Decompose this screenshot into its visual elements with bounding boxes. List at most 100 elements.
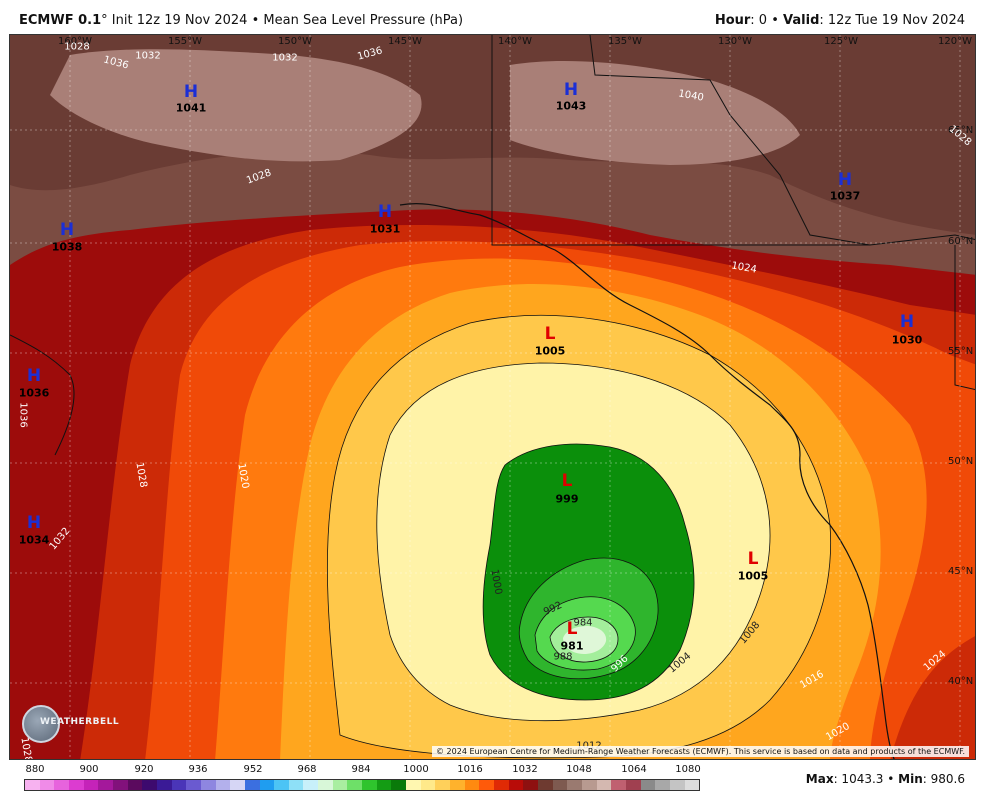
- colorbar-swatch: [581, 780, 597, 790]
- colorbar-swatch: [347, 780, 363, 790]
- lon-label-145w: 145°W: [388, 36, 422, 47]
- low-pressure-center: L: [561, 471, 573, 491]
- colorbar-swatch: [332, 780, 348, 790]
- high-pressure-center: H: [26, 366, 42, 386]
- copyright-notice: © 2024 European Centre for Medium-Range …: [432, 746, 969, 757]
- high-pressure-value: 1037: [829, 189, 861, 203]
- low-pressure-value: 1005: [534, 344, 566, 358]
- colorbar-swatch: [54, 780, 69, 790]
- colorbar-swatch: [567, 780, 582, 790]
- isobar-label: 988: [553, 651, 573, 663]
- forecast-time: Hour: 0 • Valid: 12z Tue 19 Nov 2024: [715, 13, 965, 28]
- colorbar-swatch: [611, 780, 626, 790]
- lat-label-55n: 55°N: [948, 346, 974, 357]
- valid-value: : 12z Tue 19 Nov 2024: [819, 13, 965, 28]
- pressure-fill-layer: [10, 35, 975, 759]
- isobar-label: 1036: [17, 402, 29, 428]
- colorbar-swatch: [420, 780, 436, 790]
- lon-label-130w: 130°W: [718, 36, 752, 47]
- lon-label-155w: 155°W: [168, 36, 202, 47]
- lat-label-45n: 45°N: [948, 566, 974, 577]
- colorbar-swatch: [376, 780, 392, 790]
- colorbar-tick-label: 1016: [457, 764, 483, 775]
- lon-label-140w: 140°W: [498, 36, 532, 47]
- colorbar-swatch: [655, 780, 670, 790]
- high-pressure-value: 1036: [18, 386, 50, 400]
- low-pressure-value: 1005: [737, 569, 769, 583]
- colorbar-swatch: [391, 780, 407, 790]
- maxmin-bullet: •: [887, 772, 895, 786]
- hour-value: : 0: [750, 13, 768, 28]
- colorbar-tick-label: 1080: [675, 764, 701, 775]
- product-name: Mean Sea Level Pressure (hPa): [263, 13, 464, 28]
- colorbar-swatch: [303, 780, 319, 790]
- lat-label-60n: 60°N: [948, 236, 974, 247]
- min-value: : 980.6: [922, 772, 965, 786]
- high-pressure-value: 1031: [369, 222, 401, 236]
- high-pressure-value: 1034: [18, 533, 50, 547]
- low-pressure-center: L: [566, 619, 578, 639]
- low-pressure-value: 999: [555, 492, 579, 506]
- colorbar-swatch: [68, 780, 84, 790]
- colorbar-swatch: [83, 780, 99, 790]
- colorbar-swatch: [98, 780, 113, 790]
- colorbar-swatch: [406, 780, 421, 790]
- colorbar-swatch: [596, 780, 612, 790]
- colorbar-swatch: [523, 780, 538, 790]
- colorbar-swatch: [684, 780, 700, 790]
- isobar-label: 1028: [64, 41, 90, 53]
- colorbar-swatch: [259, 780, 275, 790]
- lat-label-50n: 50°N: [948, 456, 974, 467]
- high-pressure-value: 1041: [175, 101, 207, 115]
- colorbar-swatch: [669, 780, 685, 790]
- high-pressure-center: H: [837, 170, 853, 190]
- colorbar-swatch: [215, 780, 231, 790]
- low-pressure-center: L: [544, 324, 556, 344]
- low-pressure-center: L: [747, 549, 759, 569]
- weatherbell-logo: WEATHERBELL: [18, 705, 119, 745]
- grid-lines: [10, 35, 975, 759]
- high-pressure-value: 1043: [555, 99, 587, 113]
- colorbar-tick-label: 920: [134, 764, 154, 775]
- degree-sign: °: [101, 13, 108, 28]
- pressure-map[interactable]: 160°W 155°W 150°W 145°W 140°W 135°W 130°…: [9, 34, 976, 760]
- colorbar-swatch: [464, 780, 480, 790]
- high-pressure-center: H: [26, 513, 42, 533]
- colorbar-tick-label: 1064: [621, 764, 647, 775]
- colorbar-swatch: [171, 780, 187, 790]
- low-pressure-value: 981: [560, 639, 584, 653]
- asia-coastline: [10, 334, 75, 456]
- max-label: Max: [805, 772, 834, 786]
- colorbar-swatch: [274, 780, 289, 790]
- model-name: ECMWF 0.1: [19, 13, 102, 28]
- high-pressure-center: H: [563, 80, 579, 100]
- fill-984: [563, 626, 607, 654]
- colorbar-swatch: [39, 780, 55, 790]
- lon-label-135w: 135°W: [608, 36, 642, 47]
- colorbar-tick-label: 984: [351, 764, 371, 775]
- high-pressure-center: H: [59, 220, 75, 240]
- colorbar-swatch: [479, 780, 494, 790]
- fill-1040-west: [50, 49, 422, 162]
- valid-label: Valid: [783, 13, 820, 28]
- province-border: [589, 35, 871, 246]
- colorbar-swatch: [537, 780, 553, 790]
- isobar-label: 1032: [135, 50, 161, 62]
- colorbar-tick-label: 1000: [403, 764, 429, 775]
- colorbar-swatch: [142, 780, 157, 790]
- max-value: : 1043.3: [833, 772, 884, 786]
- colorbar-tick-label: 968: [297, 764, 317, 775]
- lon-label-125w: 125°W: [824, 36, 858, 47]
- lat-label-40n: 40°N: [948, 676, 974, 687]
- colorbar-swatch: [186, 780, 201, 790]
- coastline: [399, 203, 895, 759]
- colorbar-swatch: [450, 780, 465, 790]
- init-time: Init 12z 19 Nov 2024: [111, 13, 248, 28]
- colorbar-tick-label: 880: [25, 764, 45, 775]
- fill-1040-east: [510, 60, 800, 165]
- hour-label: Hour: [714, 13, 751, 28]
- logo-text: WEATHERBELL: [40, 717, 120, 727]
- header-bar: ECMWF 0.1° Init 12z 19 Nov 2024 • Mean S…: [0, 0, 984, 34]
- high-pressure-value: 1030: [891, 333, 923, 347]
- lat-label-65n: 65°N: [948, 125, 974, 136]
